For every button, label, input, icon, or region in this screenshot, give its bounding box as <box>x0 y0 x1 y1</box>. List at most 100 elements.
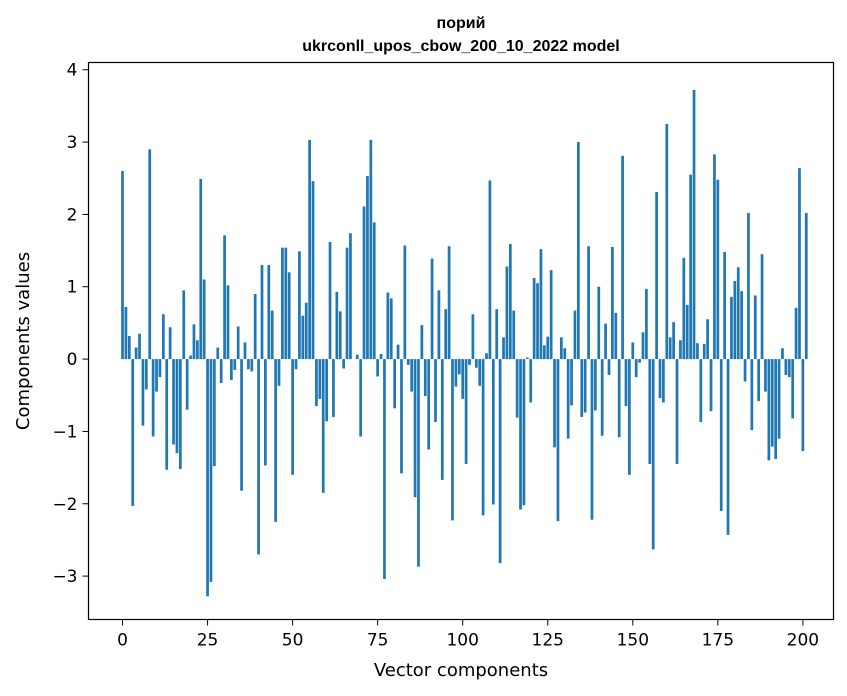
x-tick-label: 0 <box>117 631 128 651</box>
bar-131 <box>566 359 570 439</box>
bar-163 <box>675 359 679 464</box>
bar-114 <box>508 244 512 360</box>
bar-165 <box>682 257 686 360</box>
bar-197 <box>791 359 795 419</box>
bar-58 <box>318 359 322 399</box>
bar-61 <box>328 241 332 360</box>
bar-98 <box>454 359 458 387</box>
bar-53 <box>301 315 305 360</box>
bar-182 <box>740 291 744 360</box>
plot-frame <box>87 61 835 621</box>
bar-6 <box>141 359 145 426</box>
bar-152 <box>638 359 641 363</box>
bar-171 <box>702 343 706 360</box>
bar-134 <box>577 142 580 360</box>
bar-185 <box>750 359 754 430</box>
bar-73 <box>369 139 373 360</box>
y-tick-label: −3 <box>52 567 77 587</box>
bar-143 <box>607 359 611 375</box>
bar-104 <box>474 359 478 368</box>
bar-33 <box>233 359 237 370</box>
bar-183 <box>743 359 747 382</box>
bar-29 <box>219 359 223 383</box>
bar-23 <box>199 178 203 360</box>
bar-20 <box>189 355 192 360</box>
bar-179 <box>730 296 733 360</box>
bar-136 <box>583 359 587 413</box>
bar-115 <box>512 310 516 360</box>
bar-111 <box>498 359 502 564</box>
bar-193 <box>777 359 781 439</box>
bar-105 <box>478 359 482 386</box>
bar-123 <box>539 249 543 360</box>
bar-167 <box>689 174 692 360</box>
y-axis-label: Components values <box>13 252 34 430</box>
bar-94 <box>440 359 444 480</box>
y-tick-label: 3 <box>67 133 78 153</box>
bar-189 <box>764 359 767 392</box>
bar-67 <box>349 233 352 360</box>
bar-172 <box>706 319 709 360</box>
bar-36 <box>243 342 247 360</box>
bar-191 <box>770 359 774 447</box>
bar-194 <box>781 348 784 360</box>
bar-3 <box>131 359 135 506</box>
bar-85 <box>410 359 414 392</box>
bar-16 <box>175 359 179 454</box>
bar-155 <box>648 359 652 464</box>
bar-54 <box>304 302 308 360</box>
bar-196 <box>787 359 791 378</box>
bar-151 <box>634 359 638 378</box>
bar-0 <box>121 171 124 360</box>
x-axis: 0 25 50 75 100 125 150 175 200 <box>117 619 819 651</box>
y-tick-label: −2 <box>52 495 77 515</box>
bar-110 <box>495 309 499 360</box>
x-axis-label: Vector components <box>374 660 548 681</box>
bar-169 <box>696 343 699 360</box>
bar-174 <box>713 154 716 360</box>
bar-154 <box>645 288 648 360</box>
bar-168 <box>692 89 696 360</box>
bar-72 <box>366 176 369 360</box>
bar-109 <box>491 359 495 505</box>
bar-142 <box>604 323 607 360</box>
bar-57 <box>315 359 318 407</box>
bar-59 <box>321 359 325 493</box>
y-tick-label: 4 <box>67 61 78 81</box>
bar-40 <box>257 359 260 555</box>
bar-150 <box>631 342 635 360</box>
bar-12 <box>161 314 165 360</box>
bar-18 <box>182 290 186 360</box>
bar-7 <box>144 359 148 390</box>
x-tick-label: 175 <box>702 631 734 651</box>
bar-148 <box>624 359 628 407</box>
bar-30 <box>223 235 226 360</box>
bar-147 <box>621 155 624 360</box>
bar-84 <box>406 359 410 365</box>
bar-8 <box>148 149 152 360</box>
bar-series <box>121 89 808 597</box>
bar-149 <box>628 359 631 475</box>
y-tick-label: 2 <box>67 205 78 225</box>
bar-158 <box>658 359 662 399</box>
bar-108 <box>488 180 492 360</box>
bar-119 <box>525 357 529 360</box>
x-tick-label: 50 <box>282 631 304 651</box>
bar-180 <box>733 280 737 360</box>
bar-201 <box>804 212 808 360</box>
bar-92 <box>434 359 437 423</box>
bar-195 <box>784 359 788 375</box>
bar-188 <box>760 254 764 360</box>
bar-81 <box>396 344 400 360</box>
bar-88 <box>420 325 424 360</box>
bar-107 <box>485 353 488 360</box>
bar-127 <box>553 359 556 448</box>
bar-55 <box>308 139 311 360</box>
bar-76 <box>379 354 383 360</box>
bar-190 <box>767 359 771 461</box>
bar-39 <box>253 293 257 360</box>
bar-21 <box>192 324 196 360</box>
y-tick-label: −1 <box>52 422 77 442</box>
bar-46 <box>277 359 281 386</box>
